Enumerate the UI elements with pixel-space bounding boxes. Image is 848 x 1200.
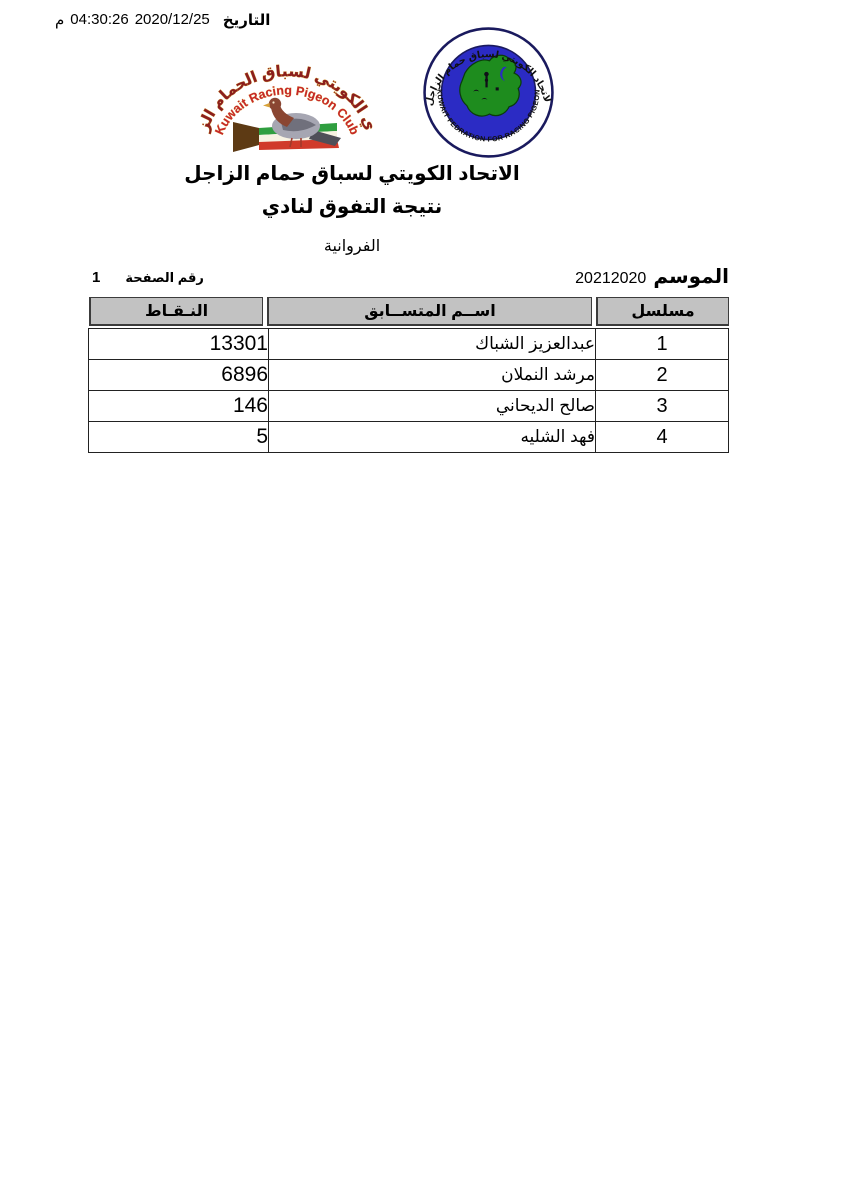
- report-date-line: م 04:30:26 2020/12/25 التاريخ: [55, 11, 270, 29]
- cell-points: 146: [88, 390, 269, 422]
- cell-competitor-name: عبدالعزيز الشباك: [268, 328, 596, 360]
- table-row: 3 صالح الديحاني 146: [88, 390, 729, 422]
- meridiem-text: م: [55, 12, 65, 29]
- season-line: 20212020 الموسم: [575, 264, 729, 289]
- cell-competitor-name: فهد الشليه: [268, 421, 596, 453]
- cell-points: 5: [88, 421, 269, 453]
- date-label: التاريخ: [222, 12, 271, 29]
- season-value: 20212020: [575, 270, 647, 287]
- time-text: 04:30:26: [70, 11, 129, 28]
- cell-serial: 3: [595, 390, 729, 422]
- cell-serial: 4: [595, 421, 729, 453]
- cell-points: 6896: [88, 359, 269, 391]
- results-table-body: 1 عبدالعزيز الشباك 13301 2 مرشد النملان …: [88, 328, 729, 453]
- header-serial: مسلسل: [596, 297, 729, 326]
- table-row: 4 فهد الشليه 5: [88, 421, 729, 453]
- header-points: النـقـاط: [89, 297, 263, 326]
- federation-logo: الاتحاد الكويتي لسباق حمام الزاجل KUWAIT…: [422, 26, 554, 158]
- kuwait-map: [459, 54, 522, 117]
- season-label: الموسم: [653, 266, 729, 288]
- page-number-value: 1: [92, 269, 101, 286]
- date-text: 2020/12/25: [134, 11, 210, 28]
- cell-competitor-name: مرشد النملان: [268, 359, 596, 391]
- page-number-line: 1 رقم الصفحة: [92, 269, 204, 286]
- date-value: م 04:30:26 2020/12/25: [55, 11, 210, 29]
- federation-title: الاتحاد الكويتي لسباق حمام الزاجل: [184, 163, 520, 185]
- header-competitor-name: اســم المتســابق: [267, 297, 592, 326]
- table-row: 1 عبدالعزيز الشباك 13301: [88, 328, 729, 360]
- club-name: الفروانية: [323, 238, 381, 255]
- cell-competitor-name: صالح الديحاني: [268, 390, 596, 422]
- result-title: نتيجة التفوق لنادي: [261, 196, 443, 218]
- cell-serial: 2: [595, 359, 729, 391]
- cell-serial: 1: [595, 328, 729, 360]
- kuwait-bay: [500, 66, 507, 82]
- map-details: [473, 71, 499, 100]
- results-table-header: مسلسل اســم المتســابق النـقـاط: [89, 297, 729, 326]
- results-table: مسلسل اســم المتســابق النـقـاط 1 عبدالع…: [88, 297, 729, 453]
- club-logo: النادي الكويتي لسباق الحمام الزاجل Kuwai…: [197, 34, 377, 152]
- page-number-label: رقم الصفحة: [125, 270, 204, 285]
- table-row: 2 مرشد النملان 6896: [88, 359, 729, 391]
- pigeon-icon: [263, 97, 341, 148]
- cell-points: 13301: [88, 328, 269, 360]
- titles-block: الاتحاد الكويتي لسباق حمام الزاجل نتيجة …: [148, 161, 556, 258]
